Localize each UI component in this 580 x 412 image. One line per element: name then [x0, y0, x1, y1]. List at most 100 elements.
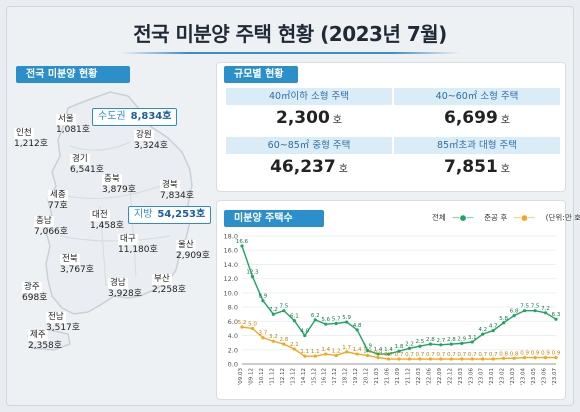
region-gyeonggi: 경기 6,541호 [70, 154, 105, 175]
data-point-total [345, 320, 349, 324]
x-tick-label: '23.02 [500, 368, 506, 385]
region-chungnam: 충남 7,066호 [34, 216, 69, 237]
x-tick-label: '22.06 [426, 368, 432, 386]
capital-area-callout: 수도권 8,834호 [92, 108, 178, 126]
korea-map-shape [27, 91, 193, 351]
x-tick-label: '13.12 [290, 368, 296, 385]
data-point-total [397, 349, 401, 353]
data-label-completed: 0.7 [447, 352, 456, 358]
x-tick-label: '19.12 [353, 368, 359, 385]
data-label-completed: 0.7 [405, 352, 414, 358]
data-label-completed: 1.1 [300, 349, 309, 355]
data-point-total [533, 309, 537, 313]
x-tick-label: '11.12 [269, 368, 275, 385]
data-label-total: 6.3 [552, 312, 561, 318]
region-daejeon: 대전 1,458호 [90, 210, 125, 231]
data-label-completed: 0.7 [457, 352, 466, 358]
x-tick-label: '12.12 [280, 368, 286, 385]
data-label-completed: 5.0 [248, 321, 257, 327]
data-label-total: 7.2 [269, 307, 278, 313]
region-jeonnam: 전남 3,517호 [46, 312, 81, 333]
chart-section-label: 미분양 주택수 [224, 210, 324, 227]
data-point-total [428, 342, 432, 346]
data-point-completed [397, 357, 401, 361]
size-cell: 40㎡이하 소형 주택 2,300 호 [226, 88, 392, 135]
x-tick-label: '23.03 [510, 368, 516, 386]
data-label-completed: 0.7 [478, 352, 487, 358]
data-point-completed [502, 356, 506, 360]
data-label-total: 4.8 [353, 323, 362, 329]
data-label-completed: 0.7 [489, 352, 498, 358]
size-cell-unit: 호 [338, 164, 348, 175]
data-label-total: 1.9 [363, 343, 372, 349]
data-label-total: 4.0 [300, 329, 309, 335]
map-section-label: 전국 미분양 현황 [16, 66, 130, 83]
data-point-total [502, 321, 506, 325]
data-label-completed: 5.2 [238, 320, 247, 326]
data-point-completed [439, 357, 443, 361]
data-point-completed [449, 357, 453, 361]
x-tick-label: '23.06 [468, 368, 474, 386]
x-tick-label: '22.09 [437, 368, 443, 386]
data-point-total [324, 322, 328, 326]
legend-unit: (단위:만 호) [545, 213, 580, 222]
data-label-total: 7.5 [531, 304, 540, 310]
capital-value: 8,834호 [130, 111, 172, 122]
data-point-total [407, 346, 412, 350]
data-point-total [250, 274, 255, 279]
data-point-completed [334, 353, 338, 358]
data-label-total: 4.7 [489, 324, 498, 330]
size-panel [216, 62, 566, 192]
y-tick-label: 0.0 [228, 361, 238, 369]
region-chungbuk: 충북 3,879호 [102, 174, 137, 195]
size-cell-unit: 호 [332, 115, 342, 126]
data-point-total [491, 328, 495, 333]
data-label-completed: 0.9 [374, 351, 383, 357]
y-tick-label: 10.0 [224, 289, 238, 297]
data-label-completed: 0.7 [395, 352, 404, 358]
data-point-total [355, 328, 359, 332]
data-point-completed [428, 357, 432, 361]
data-label-completed: 0.9 [520, 351, 529, 357]
data-point-total [554, 317, 558, 321]
region-seoul: 서울 1,081호 [56, 114, 91, 135]
x-tick-label: '14.12 [301, 368, 307, 385]
data-label-total: 6.2 [311, 313, 320, 319]
data-point-completed [491, 357, 495, 361]
data-label-total: 2.2 [405, 341, 414, 347]
data-label-completed: 2.1 [290, 342, 299, 348]
data-point-completed [481, 357, 485, 361]
data-label-total: 2.8 [426, 337, 435, 343]
size-cell-unit: 호 [500, 115, 510, 126]
data-point-total [376, 352, 380, 356]
x-tick-label: '23.07 [552, 368, 558, 386]
data-label-completed: 0.7 [426, 352, 435, 358]
data-point-total [481, 332, 485, 336]
data-point-total [439, 343, 443, 347]
region-ulsan: 울산 2,909호 [176, 240, 211, 261]
data-label-completed: 0.7 [416, 352, 425, 358]
x-tick-label: '15.12 [311, 368, 317, 385]
x-tick-label: '16.12 [322, 368, 328, 385]
data-label-total: 2.9 [457, 336, 466, 342]
data-label-total: 7.5 [520, 304, 529, 310]
data-label-total: 2.7 [436, 338, 445, 344]
data-label-total: 5.9 [342, 315, 351, 321]
data-label-total: 8.9 [259, 294, 268, 300]
data-label-total: 6.1 [290, 314, 299, 320]
x-tick-label: '21.12 [405, 368, 411, 385]
data-label-total: 4.2 [478, 327, 487, 333]
data-point-completed [386, 357, 391, 361]
size-cell-value: 6,699 [444, 108, 498, 128]
data-point-total [523, 309, 527, 313]
data-label-completed: 0.8 [499, 351, 508, 357]
local-value: 54,253호 [157, 209, 206, 220]
x-tick-label: '10.12 [259, 368, 265, 385]
data-label-total: 1.8 [395, 344, 404, 350]
data-label-completed: 0.9 [541, 351, 550, 357]
size-cell-value: 46,237 [270, 157, 336, 177]
data-point-total [460, 341, 464, 345]
size-cell-unit: 호 [500, 164, 510, 175]
x-tick-label: '23.03 [458, 368, 464, 386]
data-label-total: 2.8 [447, 337, 456, 343]
